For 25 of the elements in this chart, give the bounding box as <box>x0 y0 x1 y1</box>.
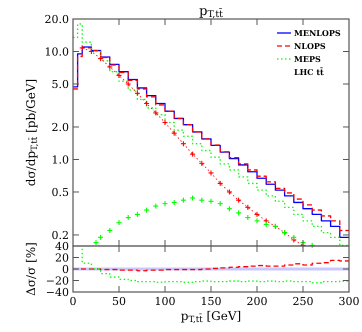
annotation: LHC tt̄ <box>294 66 324 77</box>
y-tick-label: 1.0 <box>52 153 69 166</box>
x-tick-label: 250 <box>292 295 314 308</box>
y-tick-label: 0 <box>62 263 69 276</box>
y-tick-label: −40 <box>46 286 69 299</box>
y-tick-label: 2.0 <box>52 120 69 134</box>
y-axis-title: Δσ/σ [%] <box>24 242 38 296</box>
y-tick-label: −20 <box>46 274 69 288</box>
chart-title: p$_{T,tt̄}$ <box>199 4 224 20</box>
y-tick-label: 20.0 <box>44 13 69 26</box>
x-tick-label: 100 <box>154 295 176 308</box>
y-tick-label: 20 <box>55 252 69 264</box>
x-tick-label: 50 <box>112 295 126 308</box>
x-tick-label: 200 <box>246 295 268 308</box>
y-tick-label: 0.5 <box>52 186 69 199</box>
x-axis-title: p$_{T,tt̄}$ [GeV] <box>180 309 242 326</box>
y-tick-label: 40 <box>55 240 69 253</box>
y-tick-label: 0.2 <box>52 228 69 242</box>
legend-label: MEPS <box>294 54 321 64</box>
y-tick-label: 10.0 <box>44 46 69 59</box>
y-tick-label: 5.0 <box>52 78 69 92</box>
x-tick-label: 150 <box>200 295 222 308</box>
x-tick-label: 300 <box>338 295 360 308</box>
legend-label: NLOPS <box>294 41 326 51</box>
legend-label: MENLOPS <box>294 28 341 38</box>
